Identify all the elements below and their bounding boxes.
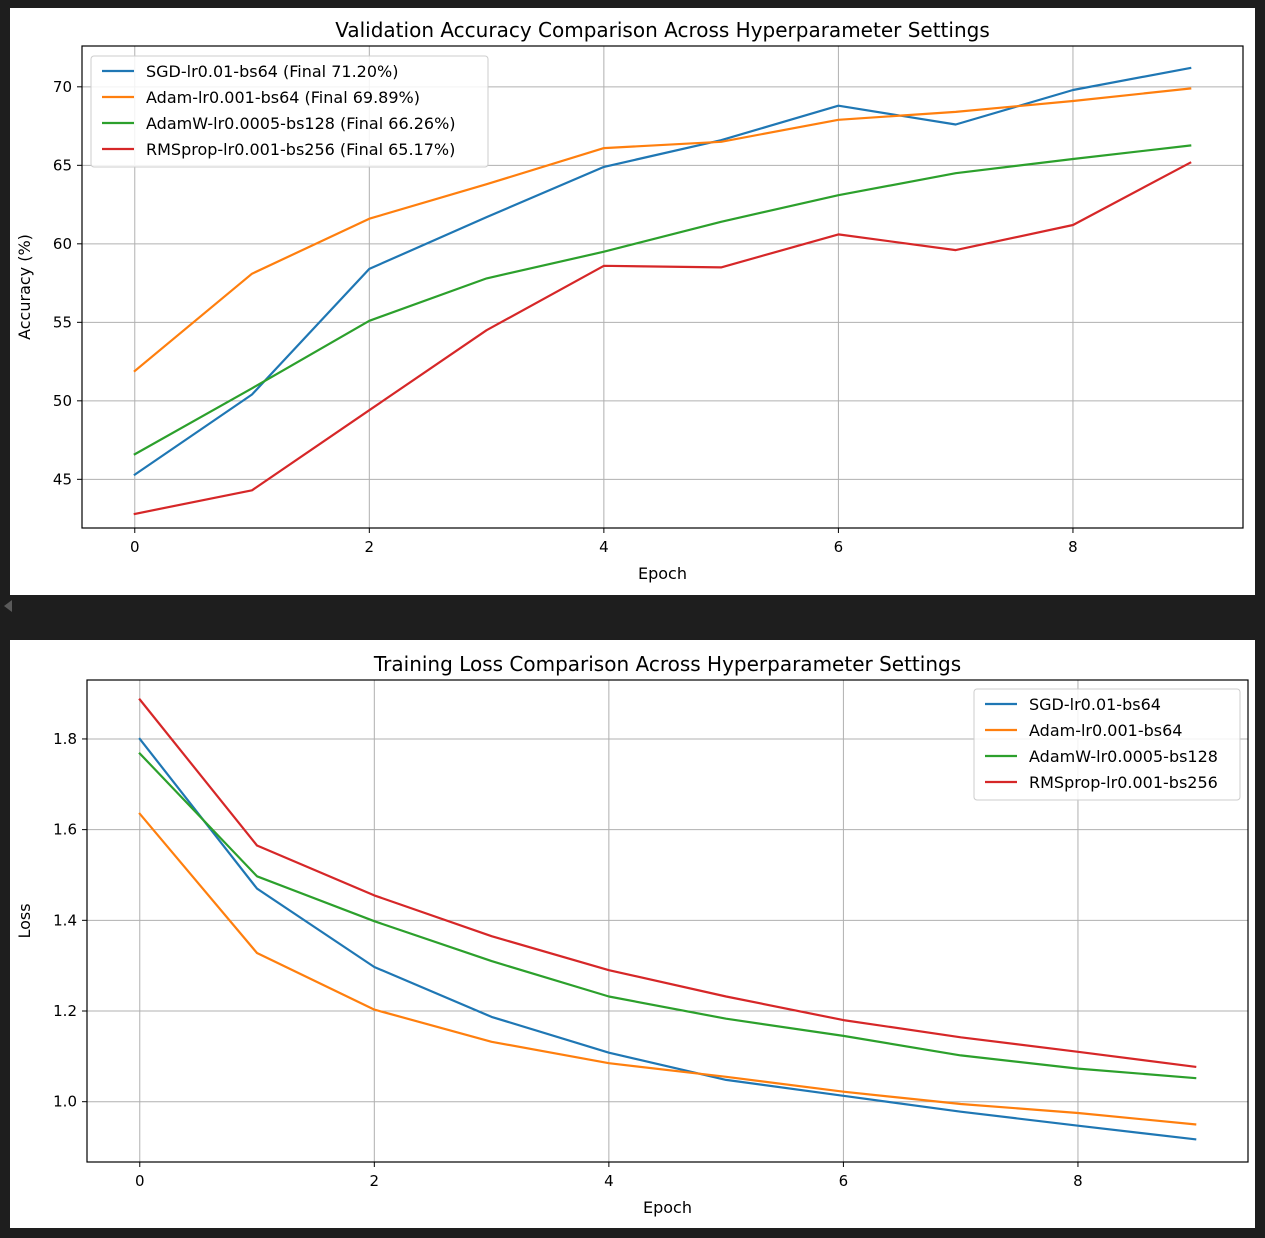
- y-tick-label: 55: [53, 313, 72, 331]
- accuracy-chart: Validation Accuracy Comparison Across Hy…: [15, 18, 1244, 583]
- legend-label: Adam-lr0.001-bs64 (Final 69.89%): [146, 88, 420, 107]
- series-line-3: [138, 697, 1197, 1069]
- y-tick-label: 1.6: [53, 821, 77, 839]
- accuracy-chart-panel: Validation Accuracy Comparison Across Hy…: [10, 8, 1255, 595]
- loss-chart-panel: Training Loss Comparison Across Hyperpar…: [10, 640, 1255, 1228]
- legend-label: RMSprop-lr0.001-bs256: [1029, 773, 1218, 792]
- chart-title: Training Loss Comparison Across Hyperpar…: [373, 652, 961, 676]
- series-line-1: [138, 812, 1197, 1126]
- series-line-2: [133, 144, 1192, 456]
- plot-frame: [81, 45, 1244, 529]
- series-lines: [133, 66, 1192, 516]
- chart-title: Validation Accuracy Comparison Across Hy…: [335, 18, 990, 42]
- y-tick-label: 60: [53, 235, 72, 253]
- legend-box: [973, 688, 1241, 801]
- y-tick-label: 1.0: [53, 1093, 77, 1111]
- series-lines: [138, 697, 1197, 1141]
- x-tick-label: 8: [1068, 538, 1078, 556]
- y-tick-label: 50: [53, 392, 72, 410]
- legend-label: RMSprop-lr0.001-bs256 (Final 65.17%): [146, 140, 455, 159]
- y-axis-label: Accuracy (%): [15, 234, 34, 340]
- y-tick-label: 1.8: [53, 730, 77, 748]
- x-axis-label: Epoch: [638, 564, 687, 583]
- series-line-2: [138, 751, 1197, 1080]
- series-line-3: [133, 161, 1192, 516]
- x-tick-label: 8: [1073, 1172, 1083, 1190]
- x-tick-label: 6: [834, 538, 844, 556]
- series-line-1: [133, 87, 1192, 373]
- legend: SGD-lr0.01-bs64 (Final 71.20%) Adam-lr0.0…: [90, 55, 489, 168]
- legend: SGD-lr0.01-bs64 Adam-lr0.001-bs64 AdamW-lr…: [973, 688, 1241, 801]
- y-tick-label: 1.4: [53, 911, 77, 929]
- legend-box: [90, 55, 489, 168]
- x-tick-label: 6: [839, 1172, 849, 1190]
- loss-chart: Training Loss Comparison Across Hyperpar…: [15, 652, 1249, 1217]
- x-tick-label: 0: [135, 1172, 145, 1190]
- legend-label: AdamW-lr0.0005-bs128 (Final 66.26%): [146, 114, 456, 133]
- y-tick-label: 65: [53, 156, 72, 174]
- x-tick-label: 0: [130, 538, 140, 556]
- plot-frame: [86, 679, 1249, 1163]
- y-tick-label: 70: [53, 78, 72, 96]
- series-line-0: [138, 737, 1197, 1141]
- legend-label: SGD-lr0.01-bs64: [1029, 695, 1161, 714]
- y-axis-label: Loss: [15, 903, 34, 938]
- x-tick-label: 4: [599, 538, 609, 556]
- x-tick-label: 2: [370, 1172, 380, 1190]
- collapse-output-icon[interactable]: [4, 600, 12, 612]
- y-tick-label: 1.2: [53, 1002, 77, 1020]
- grid-lines: [87, 680, 1248, 1162]
- x-tick-label: 4: [604, 1172, 614, 1190]
- legend-label: Adam-lr0.001-bs64: [1029, 721, 1182, 740]
- x-axis-label: Epoch: [643, 1198, 692, 1217]
- legend-label: AdamW-lr0.0005-bs128: [1029, 747, 1218, 766]
- y-tick-label: 45: [53, 470, 72, 488]
- legend-label: SGD-lr0.01-bs64 (Final 71.20%): [146, 62, 398, 81]
- x-tick-label: 2: [365, 538, 375, 556]
